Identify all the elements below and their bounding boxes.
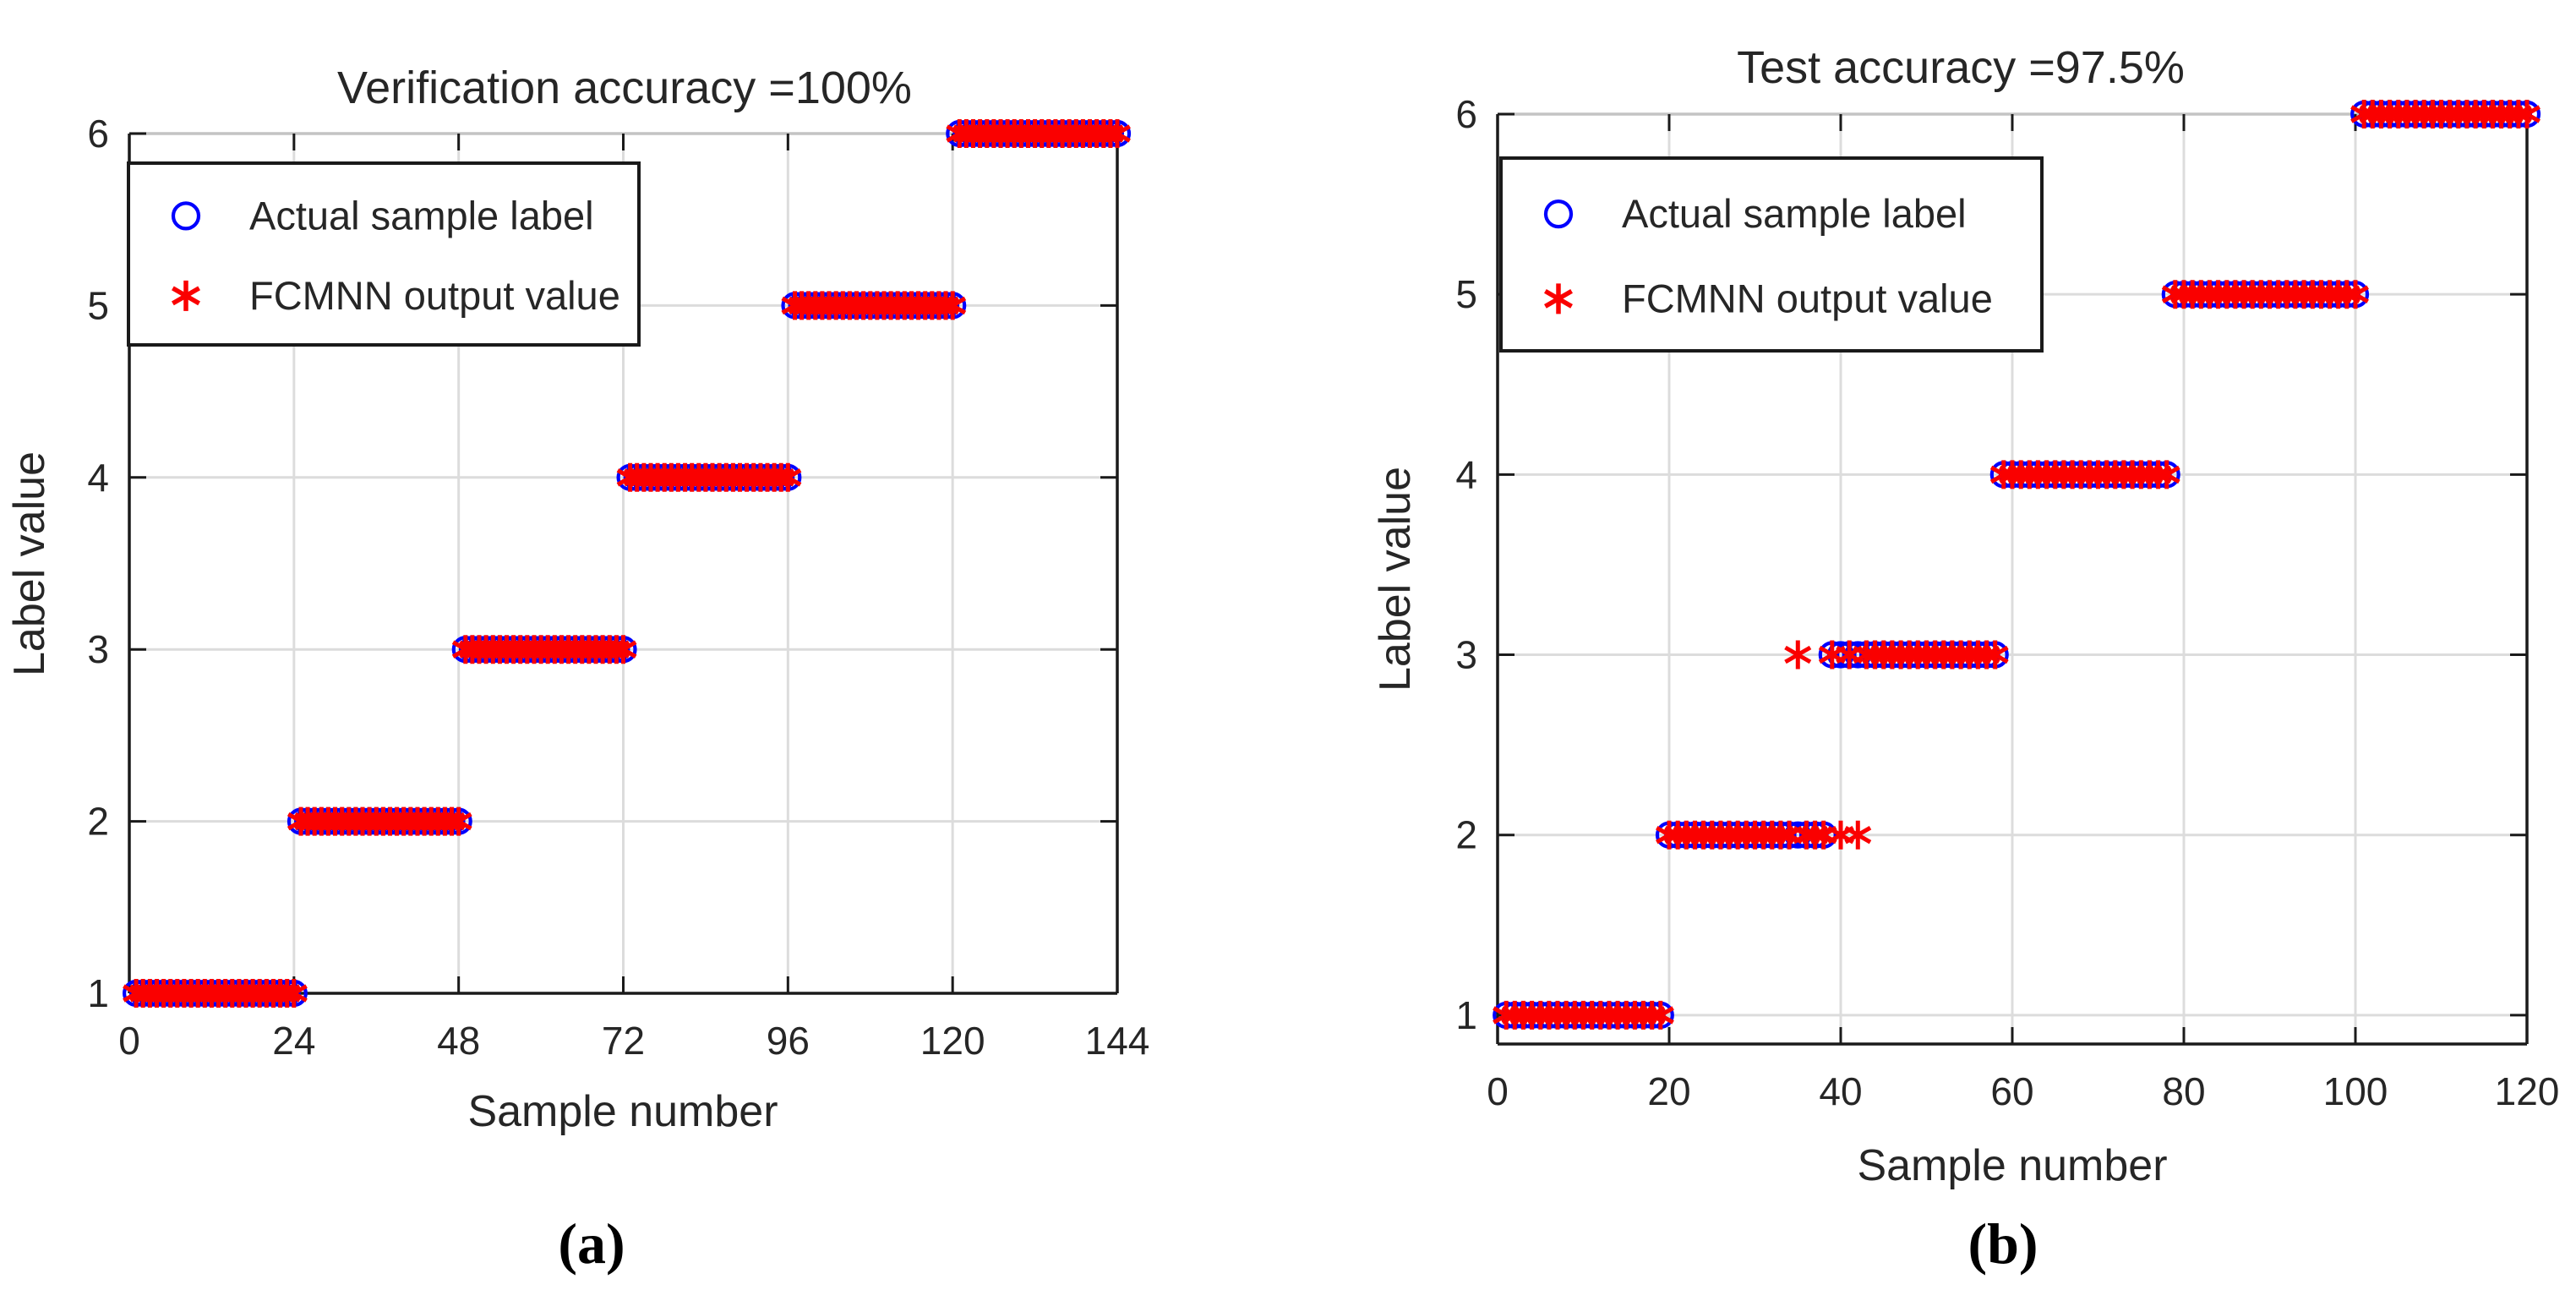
y-axis-label: Label value [5, 451, 54, 676]
fcmnn-output-marker [280, 979, 308, 1008]
subfigure-caption-b: (b) [1967, 1211, 2038, 1276]
fcmnn-output-marker [1981, 640, 2009, 670]
x-axis-label: Sample number [1857, 1141, 2167, 1190]
x-tick-label: 0 [1487, 1069, 1509, 1113]
y-tick-label: 1 [87, 971, 109, 1015]
fcmnn-output-marker [1646, 1000, 1674, 1030]
x-tick-label: 80 [2162, 1069, 2205, 1113]
plot-title: Verification accuracy =100% [337, 63, 912, 113]
fcmnn-output-marker [1104, 119, 1131, 148]
x-tick-label: 48 [437, 1019, 480, 1063]
fcmnn-output-series [123, 119, 1131, 1008]
fcmnn-output-marker [1784, 640, 1812, 670]
x-tick-label: 120 [2495, 1069, 2560, 1113]
y-tick-label: 2 [1455, 813, 1477, 857]
x-tick-label: 144 [1085, 1019, 1150, 1063]
x-tick-label: 24 [272, 1019, 315, 1063]
y-tick-label: 6 [87, 112, 109, 156]
y-tick-label: 1 [1455, 993, 1477, 1037]
y-tick-label: 2 [87, 800, 109, 844]
y-tick-label: 3 [1455, 633, 1477, 677]
x-tick-label: 20 [1647, 1069, 1690, 1113]
x-tick-label: 100 [2323, 1069, 2388, 1113]
fcmnn-output-marker [609, 635, 637, 664]
legend-entry-label: FCMNN output value [249, 273, 620, 318]
y-tick-label: 4 [87, 456, 109, 500]
x-tick-label: 0 [118, 1019, 140, 1063]
x-tick-label: 60 [1990, 1069, 2033, 1113]
legend-entry-label: Actual sample label [1622, 191, 1967, 236]
y-tick-label: 5 [1455, 272, 1477, 316]
legend-asterisk-icon [1544, 283, 1573, 314]
x-tick-label: 40 [1819, 1069, 1862, 1113]
fcmnn-output-marker [774, 462, 802, 492]
legend-entry-label: FCMNN output value [1622, 276, 1993, 320]
fcmnn-output-marker [1844, 820, 1872, 850]
y-axis-label: Label value [1371, 467, 1420, 691]
legend-asterisk-icon [172, 280, 200, 311]
x-tick-label: 120 [920, 1019, 985, 1063]
legend: Actual sample label FCMNN output value [1499, 156, 2044, 353]
legend: Actual sample label FCMNN output value [127, 161, 641, 347]
legend-box [1499, 156, 2044, 353]
y-tick-label: 5 [87, 283, 109, 327]
fcmnn-output-series [1493, 100, 2541, 1030]
plot-a: 0 24 48 72 96 120 144 1 2 3 4 5 6 Verification accura… [5, 63, 1149, 1136]
x-tick-label: 72 [602, 1019, 645, 1063]
y-tick-label: 3 [87, 627, 109, 671]
x-tick-label: 96 [767, 1019, 810, 1063]
plot-title: Test accuracy =97.5% [1737, 42, 2185, 93]
fcmnn-output-marker [2513, 100, 2541, 128]
x-axis-label: Sample number [467, 1087, 778, 1136]
fcmnn-output-marker [2342, 280, 2369, 309]
y-tick-label: 4 [1455, 452, 1477, 496]
plot-b: 0 20 40 60 80 100 120 1 2 3 4 5 6 Test accuracy =97.5… [1371, 42, 2559, 1190]
legend-entry-label: Actual sample label [249, 193, 594, 238]
y-tick-label: 6 [1455, 92, 1477, 136]
fcmnn-output-marker [939, 291, 967, 320]
legend-box [127, 161, 641, 347]
fcmnn-output-marker [2153, 460, 2180, 489]
legend-circle-icon [1543, 200, 1574, 229]
fcmnn-output-marker [445, 806, 472, 836]
subfigure-caption-a: (a) [558, 1211, 625, 1276]
legend-circle-icon [171, 201, 201, 231]
